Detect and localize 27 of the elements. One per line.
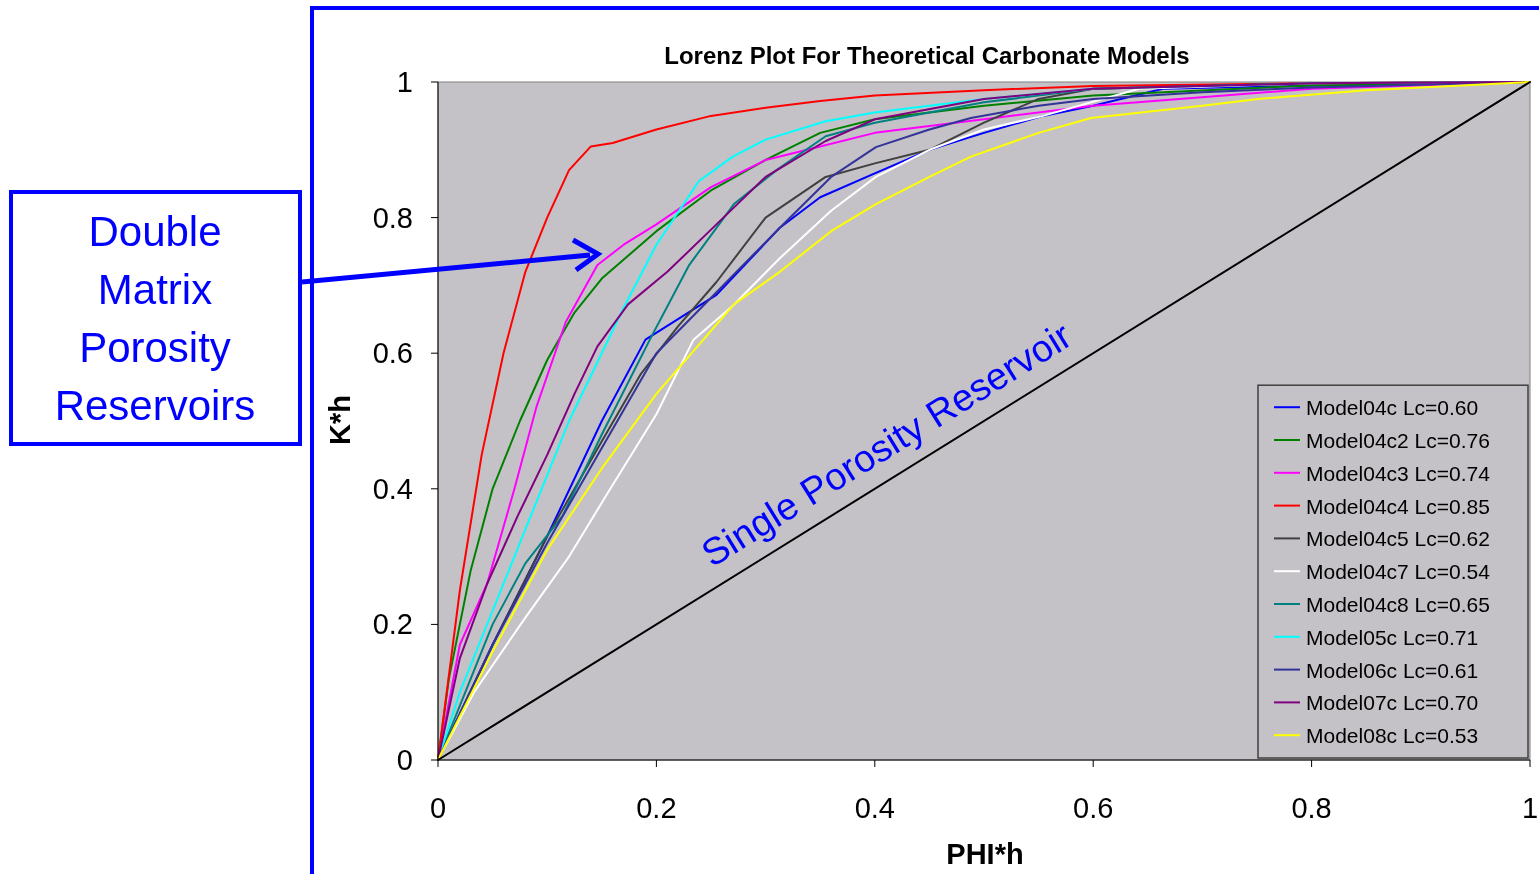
y-tick-label: 1 bbox=[396, 66, 413, 98]
x-axis-title: PHI*h bbox=[946, 838, 1024, 870]
x-tick-label: 0.4 bbox=[854, 792, 895, 824]
x-tick-label: 0.8 bbox=[1291, 792, 1332, 824]
x-tick-label: 0.6 bbox=[1073, 792, 1114, 824]
y-axis-title: K*h bbox=[324, 395, 356, 445]
legend-label: Model04c8 Lc=0.65 bbox=[1306, 593, 1490, 616]
x-tick-label: 0 bbox=[429, 792, 447, 824]
legend-label: Model04c3 Lc=0.74 bbox=[1306, 461, 1491, 485]
legend-label: Model04c2 Lc=0.76 bbox=[1306, 429, 1490, 452]
legend-label: Model05c Lc=0.71 bbox=[1306, 625, 1479, 649]
y-tick-label: 0.2 bbox=[372, 608, 413, 641]
legend-label: Model04c4 Lc=0.85 bbox=[1306, 494, 1490, 518]
legend-label: Model07c Lc=0.70 bbox=[1306, 691, 1479, 715]
legend-label: Model04c Lc=0.60 bbox=[1306, 396, 1479, 420]
text: Double Matrix Porosity Reservoirs bbox=[54, 208, 256, 429]
legend-label: Model04c7 Lc=0.54 bbox=[1306, 560, 1491, 584]
y-tick-label: 0.8 bbox=[372, 201, 413, 234]
x-tick-label: 0.2 bbox=[636, 792, 677, 824]
y-tick-label: 0.4 bbox=[372, 472, 413, 505]
legend-label: Model06c Lc=0.61 bbox=[1306, 658, 1479, 682]
x-tick-label: 1 bbox=[1521, 792, 1539, 824]
y-tick-label: 0.6 bbox=[372, 337, 413, 370]
legend-label: Model04c5 Lc=0.62 bbox=[1306, 527, 1490, 551]
y-tick-label: 0 bbox=[396, 744, 413, 776]
chart-title: Lorenz Plot For Theoretical Carbonate Models bbox=[664, 42, 1190, 69]
legend-label: Model08c Lc=0.53 bbox=[1306, 724, 1479, 748]
